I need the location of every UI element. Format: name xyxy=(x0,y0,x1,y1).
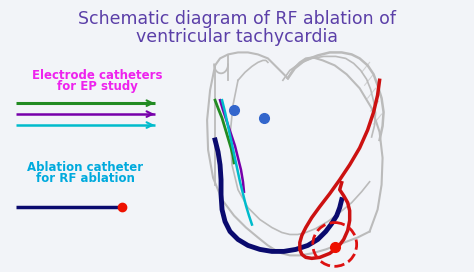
Text: Ablation catheter: Ablation catheter xyxy=(27,161,144,174)
Text: for RF ablation: for RF ablation xyxy=(36,172,135,185)
Text: ventricular tachycardia: ventricular tachycardia xyxy=(136,27,338,45)
Text: for EP study: for EP study xyxy=(57,80,138,93)
Text: Schematic diagram of RF ablation of: Schematic diagram of RF ablation of xyxy=(78,10,396,27)
Text: Electrode catheters: Electrode catheters xyxy=(32,69,163,82)
